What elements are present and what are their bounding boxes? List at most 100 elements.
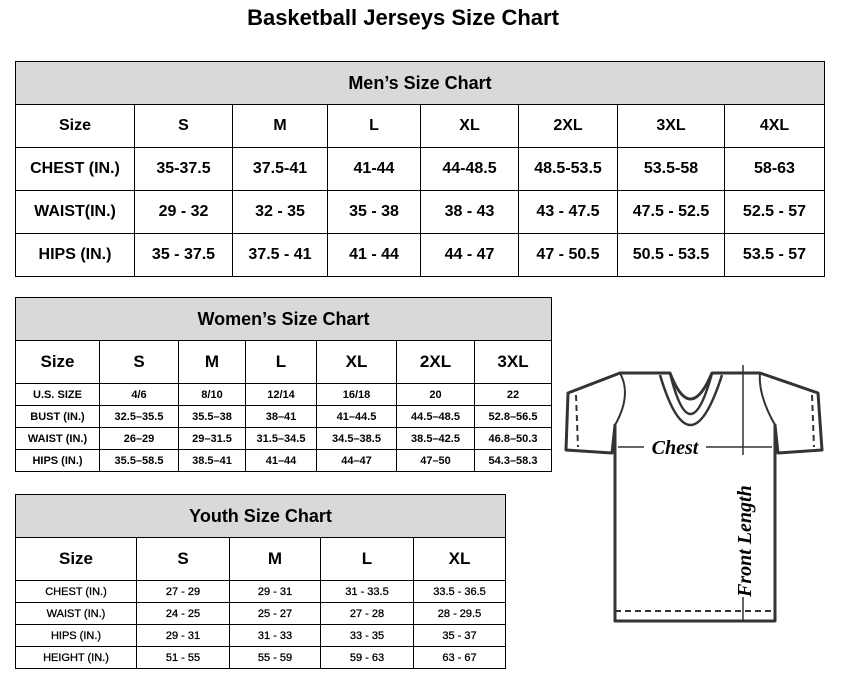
cell: 47.5 - 52.5 <box>617 190 725 234</box>
cell: 29–31.5 <box>178 427 246 450</box>
cell: 41-44 <box>327 147 421 191</box>
mens-size-table: Men’s Size Chart Size S M L XL 2XL 3XL 4XL CHEST… <box>15 61 825 277</box>
cell: 35 - 38 <box>327 190 421 234</box>
cell: L <box>245 340 317 384</box>
cell: XL <box>316 340 397 384</box>
cell: 2XL <box>518 104 618 148</box>
row-label: HEIGHT (IN.) <box>15 646 137 669</box>
cell: 50.5 - 53.5 <box>617 233 725 277</box>
chest-label: Chest <box>652 437 700 459</box>
cell: 29 - 31 <box>136 624 230 647</box>
cell: 31 - 33.5 <box>320 580 414 603</box>
cell: 38–41 <box>245 405 317 428</box>
mens-heading: Men’s Size Chart <box>15 61 825 105</box>
youth-size-table: Youth Size Chart Size S M L XL CHEST (IN.) 27 … <box>14 494 507 669</box>
cell: 3XL <box>617 104 725 148</box>
cell: 35.5–58.5 <box>99 449 179 472</box>
cell: 52.5 - 57 <box>724 190 825 234</box>
cell: 44 - 47 <box>420 233 519 277</box>
womens-heading: Women’s Size Chart <box>14 297 553 341</box>
cell: 47–50 <box>396 449 475 472</box>
cell: 33 - 35 <box>320 624 414 647</box>
cell: 4/6 <box>99 383 179 406</box>
cell: L <box>320 537 414 581</box>
cell: 44.5–48.5 <box>396 405 475 428</box>
header-row: Size S M L XL 2XL 3XL <box>15 340 553 384</box>
cell: 47 - 50.5 <box>518 233 618 277</box>
cell: 55 - 59 <box>229 646 321 669</box>
cell: 59 - 63 <box>320 646 414 669</box>
cell: 41–44 <box>245 449 317 472</box>
row-label: WAIST (IN.) <box>15 602 137 625</box>
table-row: HIPS (IN.) 35 - 37.5 37.5 - 41 41 - 44 44 - … <box>15 233 825 277</box>
cell: XL <box>420 104 519 148</box>
cell: 44-48.5 <box>420 147 519 191</box>
row-label: CHEST (IN.) <box>15 580 137 603</box>
cell: 37.5-41 <box>232 147 328 191</box>
cell: 29 - 32 <box>134 190 233 234</box>
cell: 38 - 43 <box>420 190 519 234</box>
cell: 32.5–35.5 <box>99 405 179 428</box>
row-label: CHEST (IN.) <box>15 147 135 191</box>
cell: 53.5 - 57 <box>724 233 825 277</box>
table-row: CHEST (IN.) 27 - 29 29 - 31 31 - 33.5 33.5 -… <box>15 580 507 603</box>
cell: 29 - 31 <box>229 580 321 603</box>
cell: 27 - 28 <box>320 602 414 625</box>
cell: L <box>327 104 421 148</box>
cell: 52.8–56.5 <box>473 405 553 428</box>
row-label: Size <box>15 340 100 384</box>
cell: 25 - 27 <box>229 602 321 625</box>
cell: 26–29 <box>99 427 179 450</box>
cell: 34.5–38.5 <box>316 427 397 450</box>
cell: 35 - 37.5 <box>134 233 233 277</box>
cell: 51 - 55 <box>136 646 230 669</box>
cell: 63 - 67 <box>412 646 507 669</box>
header-row: Size S M L XL 2XL 3XL 4XL <box>15 104 825 148</box>
row-label: Size <box>15 537 137 581</box>
cell: 12/14 <box>245 383 317 406</box>
row-label: HIPS (IN.) <box>15 624 137 647</box>
table-row: CHEST (IN.) 35-37.5 37.5-41 41-44 44-48.5 48.… <box>15 147 825 191</box>
cell: 31.5–34.5 <box>245 427 317 450</box>
row-label: WAIST (IN.) <box>15 427 100 450</box>
row-label: WAIST(IN.) <box>15 190 135 234</box>
cell: 4XL <box>724 104 825 148</box>
cell: 38.5–41 <box>178 449 246 472</box>
row-label: BUST (IN.) <box>15 405 100 428</box>
jersey-diagram: Chest Front Length <box>564 365 824 623</box>
cell: 8/10 <box>178 383 246 406</box>
table-row: BUST (IN.) 32.5–35.5 35.5–38 38–41 41–44.5 44… <box>15 405 553 428</box>
cell: S <box>99 340 179 384</box>
cell: M <box>229 537 321 581</box>
row-label: HIPS (IN.) <box>15 449 100 472</box>
cell: 43 - 47.5 <box>518 190 618 234</box>
cell: 22 <box>473 383 553 406</box>
cell: 24 - 25 <box>136 602 230 625</box>
cell: 35 - 37 <box>412 624 507 647</box>
cell: XL <box>412 537 507 581</box>
cell: 37.5 - 41 <box>232 233 328 277</box>
cell: M <box>178 340 246 384</box>
cell: 48.5-53.5 <box>518 147 618 191</box>
header-row: Size S M L XL <box>15 537 507 581</box>
table-row: HIPS (IN.) 29 - 31 31 - 33 33 - 35 35 - 37 <box>15 624 507 647</box>
cell: 35.5–38 <box>178 405 246 428</box>
cell: 53.5-58 <box>617 147 725 191</box>
cell: S <box>134 104 233 148</box>
cell: 44–47 <box>316 449 397 472</box>
table-row: HEIGHT (IN.) 51 - 55 55 - 59 59 - 63 63 - 67 <box>15 646 507 669</box>
cell: 58-63 <box>724 147 825 191</box>
cell: 54.3–58.3 <box>473 449 553 472</box>
cell: 20 <box>396 383 475 406</box>
front-length-label: Front Length <box>734 485 756 598</box>
table-row: U.S. SIZE 4/6 8/10 12/14 16/18 20 22 <box>15 383 553 406</box>
cell: 2XL <box>396 340 475 384</box>
jersey-outline <box>564 371 824 623</box>
table-row: WAIST(IN.) 29 - 32 32 - 35 35 - 38 38 - 43 43… <box>15 190 825 234</box>
cell: 41 - 44 <box>327 233 421 277</box>
youth-heading: Youth Size Chart <box>14 494 507 538</box>
cell: 41–44.5 <box>316 405 397 428</box>
cell: 33.5 - 36.5 <box>412 580 507 603</box>
cell: M <box>232 104 328 148</box>
cell: 35-37.5 <box>134 147 233 191</box>
